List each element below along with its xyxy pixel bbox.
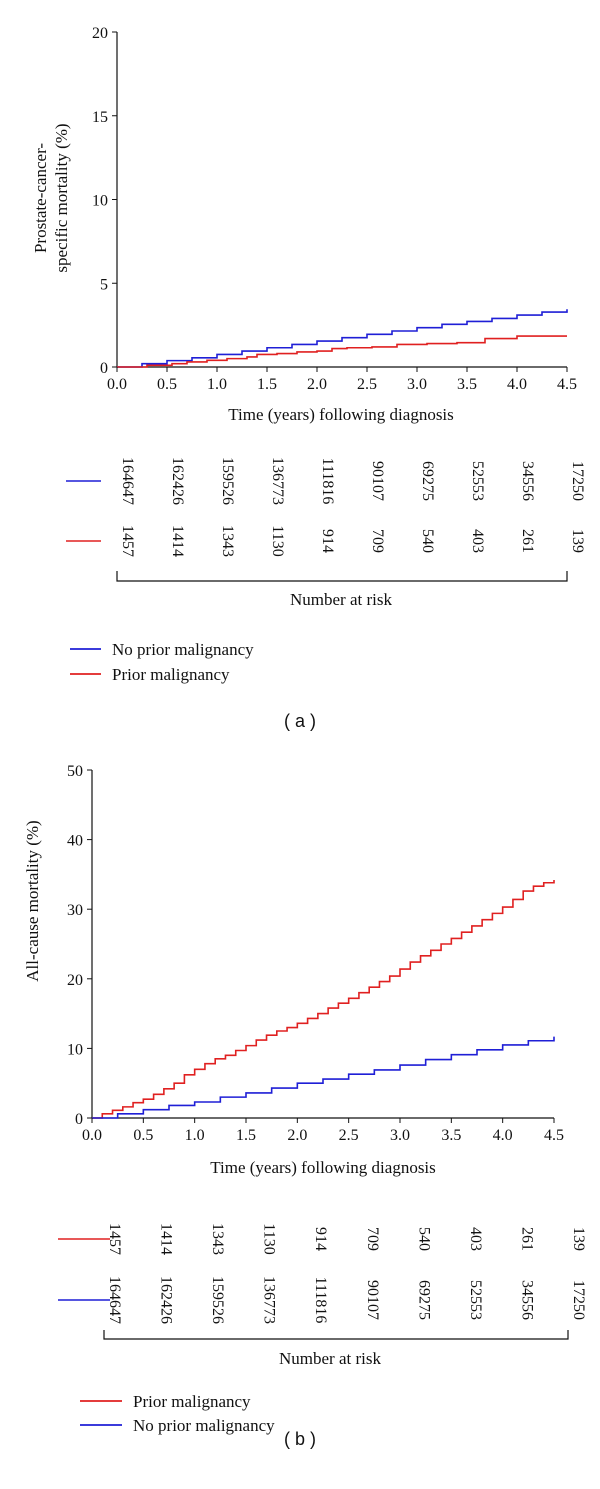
x-tick-label: 2.0 [307,376,327,393]
risk-value: 159526 [219,457,236,505]
series-line [92,1036,555,1119]
y-tick-label: 20 [67,972,83,989]
risk-value: 159526 [209,1276,226,1324]
risk-value: 34556 [518,1280,535,1320]
risk-value: 540 [415,1227,432,1251]
risk-value: 52553 [469,461,486,501]
risk-value: 52553 [467,1280,484,1320]
y-axis-label-line-2: specific mortality (%) [52,123,71,272]
risk-value: 709 [364,1227,381,1251]
x-tick-label: 3.0 [390,1127,410,1144]
risk-value: 90107 [364,1280,381,1320]
x-axis-label: Time (years) following diagnosis [228,405,454,424]
y-tick-label: 20 [92,25,108,42]
risk-bracket [103,1330,569,1340]
series-line [117,335,567,368]
x-tick-label: 4.5 [557,376,577,393]
legend-label: Prior malignancy [112,665,230,684]
x-tick-label: 3.5 [441,1127,461,1144]
y-tick-label: 5 [100,276,108,293]
risk-value: 1343 [219,525,236,557]
risk-bracket [116,571,568,582]
risk-value: 139 [570,1227,587,1251]
x-tick-label: 1.5 [257,376,277,393]
risk-table-label: Number at risk [290,590,392,609]
risk-value: 540 [419,529,436,553]
x-tick-label: 2.0 [287,1127,307,1144]
risk-value: 90107 [369,461,386,501]
y-tick-label: 0 [100,360,108,377]
risk-value: 164647 [119,457,136,505]
risk-value: 709 [369,529,386,553]
series-line [117,309,568,368]
x-tick-label: 0.0 [82,1127,102,1144]
risk-value: 17250 [570,1280,587,1320]
risk-value: 17250 [569,461,586,501]
risk-value: 111816 [312,1277,329,1324]
risk-value: 261 [518,1227,535,1251]
risk-value: 261 [519,529,536,553]
risk-value: 162426 [158,1276,175,1324]
risk-value: 1414 [158,1223,175,1255]
legend-label: Prior malignancy [133,1392,251,1411]
legend-label: No prior malignancy [112,640,254,659]
risk-value: 1457 [119,525,136,557]
risk-value: 914 [312,1227,329,1251]
risk-value: 914 [319,529,336,553]
risk-value: 1130 [269,525,286,556]
y-tick-label: 10 [92,193,108,210]
y-tick-label: 40 [67,833,83,850]
x-tick-label: 4.5 [544,1127,564,1144]
x-tick-label: 0.5 [133,1127,153,1144]
risk-value: 162426 [169,457,186,505]
y-tick-label: 10 [67,1041,83,1058]
risk-value: 111816 [319,458,336,505]
y-axis-label: Prostate-cancer- [31,143,50,253]
risk-value: 34556 [519,461,536,501]
x-tick-label: 1.0 [185,1127,205,1144]
x-tick-label: 2.5 [357,376,377,393]
x-tick-label: 4.0 [507,376,527,393]
legend-label: No prior malignancy [133,1416,275,1435]
panel-label: ( b ) [284,1429,316,1449]
y-tick-label: 0 [75,1111,83,1128]
risk-value: 403 [467,1227,484,1251]
x-tick-label: 0.0 [107,376,127,393]
risk-value: 1414 [169,525,186,557]
risk-value: 69275 [415,1280,432,1320]
y-axis-label: All-cause mortality (%) [23,820,42,981]
x-tick-label: 1.5 [236,1127,256,1144]
risk-value: 136773 [261,1276,278,1324]
risk-value: 69275 [419,461,436,501]
y-tick-label: 30 [67,902,83,919]
x-tick-label: 3.0 [407,376,427,393]
risk-value: 1457 [106,1223,123,1255]
panel-b: 0 10 20 30 40 50 0.0 0.5 1.0 1.5 2.0 2.5 3.0 3.5 4.0 4.… [23,763,587,1449]
x-tick-label: 4.0 [493,1127,513,1144]
x-tick-label: 1.0 [207,376,227,393]
risk-value: 164647 [106,1276,123,1324]
risk-value: 1130 [261,1223,278,1254]
panel-a: 0 5 10 15 20 0.0 0.5 1.0 1.5 2.0 2.5 3.0 3.5 4.0 4.5 T… [31,25,586,731]
x-tick-label: 2.5 [339,1127,359,1144]
y-tick-label: 50 [67,763,83,780]
y-tick-label: 15 [92,109,108,126]
x-tick-label: 0.5 [157,376,177,393]
x-tick-label: 3.5 [457,376,477,393]
panel-label: ( a ) [284,711,316,731]
series-line [92,879,555,1119]
risk-value: 1343 [209,1223,226,1255]
risk-table-label: Number at risk [279,1349,381,1368]
x-axis-label: Time (years) following diagnosis [210,1158,436,1177]
risk-value: 136773 [269,457,286,505]
risk-value: 139 [569,529,586,553]
risk-value: 403 [469,529,486,553]
